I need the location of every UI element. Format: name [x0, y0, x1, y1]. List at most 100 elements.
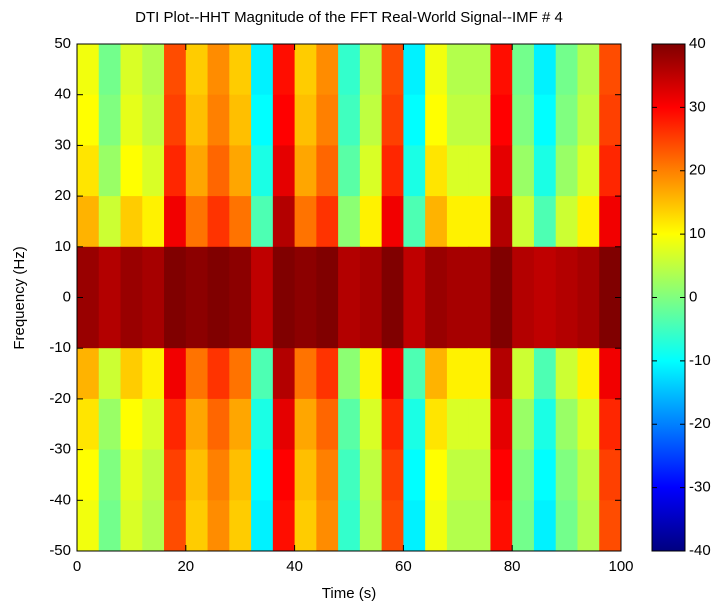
heatmap-cell — [142, 297, 165, 349]
heatmap-cell — [338, 449, 361, 501]
heatmap-cell — [359, 196, 383, 248]
heatmap-cell — [142, 94, 165, 146]
heatmap-cell — [425, 398, 448, 451]
heatmap-cell — [403, 449, 426, 501]
heatmap-cell — [294, 449, 317, 501]
heatmap-cell — [142, 145, 165, 197]
heatmap-cell — [316, 348, 339, 400]
heatmap-cell — [251, 297, 274, 349]
heatmap-cell — [468, 196, 491, 248]
heatmap-cell — [555, 297, 578, 349]
heatmap-cell — [577, 449, 600, 501]
heatmap-cell — [251, 449, 274, 501]
heatmap-cell — [272, 449, 296, 501]
heatmap-cell — [164, 297, 187, 349]
heatmap-cell — [425, 44, 448, 96]
heatmap-cell — [599, 94, 622, 146]
heatmap-cell — [142, 196, 165, 248]
heatmap-cell — [533, 145, 557, 197]
heatmap-cell — [338, 145, 361, 197]
heatmap-cell — [512, 44, 535, 96]
heatmap-cell — [142, 449, 165, 501]
heatmap-cell — [381, 246, 404, 298]
heatmap-cell — [185, 196, 209, 248]
y-tick-label: -50 — [49, 542, 71, 559]
heatmap-cell — [599, 348, 622, 400]
heatmap-cell — [468, 449, 491, 501]
heatmap-cell — [381, 145, 404, 197]
heatmap-cell — [490, 297, 513, 349]
heatmap-cell — [294, 44, 317, 96]
heatmap-cell — [599, 44, 622, 96]
heatmap-cell — [446, 94, 470, 146]
y-tick-label: 20 — [54, 187, 71, 204]
heatmap-cell — [316, 44, 339, 96]
colorbar-tick-label: 20 — [689, 162, 706, 179]
heatmap-cell — [120, 297, 143, 349]
heatmap-cell — [142, 44, 165, 96]
heatmap-cell — [577, 44, 600, 96]
heatmap-cell — [98, 145, 122, 197]
heatmap-cell — [185, 44, 209, 96]
heatmap-cell — [512, 500, 535, 552]
heatmap-cell — [207, 297, 230, 349]
heatmap-cell — [490, 246, 513, 298]
heatmap-cell — [403, 196, 426, 248]
axes: 0 20 40 60 80 100-50-40-30-20-1001020304050-4… — [49, 35, 710, 575]
heatmap-cell — [77, 398, 100, 451]
heatmap-cell — [338, 500, 361, 552]
heatmap-cell — [599, 398, 622, 451]
heatmap-cell — [229, 297, 252, 349]
heatmap-cell — [599, 500, 622, 552]
heatmap-cell — [120, 449, 143, 501]
heatmap-cell — [403, 348, 426, 400]
heatmap-cell — [164, 145, 187, 197]
heatmap-cell — [207, 500, 230, 552]
heatmap-cell — [555, 500, 578, 552]
heatmap-cell — [403, 145, 426, 197]
heatmap-cell — [185, 297, 209, 349]
heatmap-cell — [229, 246, 252, 298]
heatmap-cell — [468, 500, 491, 552]
x-tick-label: 0 — [73, 558, 81, 575]
heatmap-cell — [272, 348, 296, 400]
heatmap-cell — [98, 297, 122, 349]
heatmap-cell — [338, 94, 361, 146]
heatmap-cell — [185, 145, 209, 197]
heatmap-cell — [229, 348, 252, 400]
heatmap-cell — [555, 94, 578, 146]
heatmap-cell — [316, 145, 339, 197]
heatmap-cell — [294, 297, 317, 349]
heatmap-cell — [272, 246, 296, 298]
heatmap-cell — [403, 44, 426, 96]
heatmap-cell — [120, 398, 143, 451]
heatmap-cell — [359, 500, 383, 552]
y-tick-label: -10 — [49, 339, 71, 356]
heatmap-cell — [338, 44, 361, 96]
heatmap-cell — [164, 398, 187, 451]
heatmap-cell — [294, 398, 317, 451]
heatmap-cell — [164, 246, 187, 298]
heatmap-cell — [468, 246, 491, 298]
heatmap-cell — [120, 196, 143, 248]
heatmap-cell — [468, 398, 491, 451]
heatmap-cell — [381, 297, 404, 349]
heatmap-cell — [272, 297, 296, 349]
heatmap-cell — [425, 500, 448, 552]
heatmap-cell — [77, 44, 100, 96]
heatmap-cell — [381, 94, 404, 146]
heatmap-cell — [381, 196, 404, 248]
heatmap-cell — [185, 398, 209, 451]
x-tick-label: 60 — [395, 558, 412, 575]
heatmap-cell — [577, 297, 600, 349]
heatmap-cell — [512, 449, 535, 501]
heatmap-cell — [555, 44, 578, 96]
heatmap-cell — [490, 348, 513, 400]
heatmap-cell — [490, 500, 513, 552]
heatmap-cell — [533, 246, 557, 298]
heatmap-cell — [533, 44, 557, 96]
heatmap-cell — [316, 94, 339, 146]
heatmap-cell — [77, 500, 100, 552]
heatmap-cell — [555, 246, 578, 298]
heatmap-cell — [555, 145, 578, 197]
